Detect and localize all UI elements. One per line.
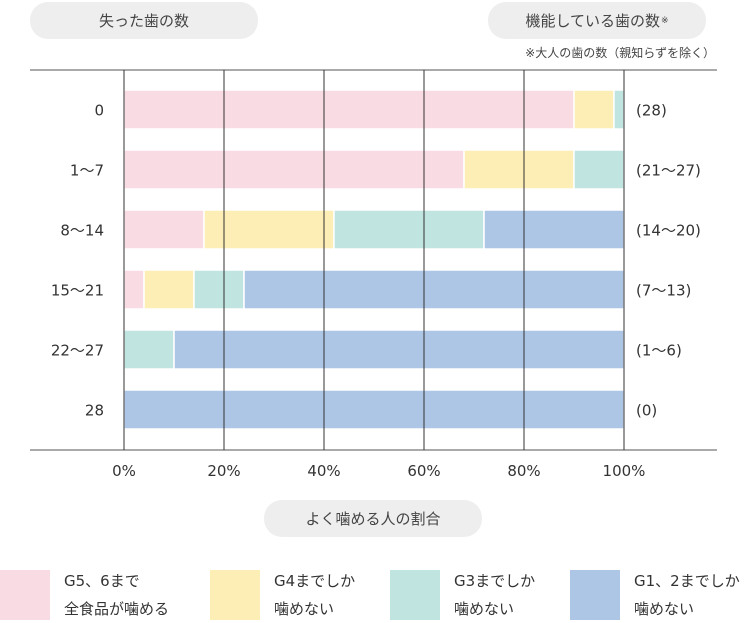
functional-count-label-1: (21〜27)	[636, 162, 701, 180]
bar-segment-3-3	[243, 269, 625, 310]
bar-segment-1-0	[123, 149, 465, 190]
legend-swatch-g4	[210, 570, 260, 620]
legend-text-g1-2: G1、2までしか 噛めない	[634, 567, 740, 620]
bar-segment-2-0	[123, 209, 205, 250]
legend-line2: 噛めない	[454, 600, 515, 618]
category-label-2: 8〜14	[60, 222, 104, 240]
legend-line1: G4までしか	[274, 572, 356, 590]
functional-count-label-3: (7〜13)	[636, 282, 691, 300]
x-axis-title-label: よく噛める人の割合	[305, 510, 441, 528]
functional-count-label-5: (0)	[636, 402, 657, 420]
bar-segment-2-2	[333, 209, 485, 250]
legend-line2: 全食品が噛める	[64, 600, 170, 618]
functional-count-label-4: (1〜6)	[636, 342, 682, 360]
legend-line1: G5、6まで	[64, 572, 140, 590]
functional-teeth-header: 機能している歯の数 ※	[488, 2, 706, 39]
legend-line1: G3までしか	[454, 572, 536, 590]
category-label-1: 1〜7	[70, 162, 104, 180]
category-label-5: 28	[85, 402, 104, 420]
adult-teeth-note: ※大人の歯の数（親知らずを除く）	[525, 46, 715, 60]
stacked-bar-chart: 0 (28) 1〜7 (21〜27) 8〜14 (14〜20) 15〜21 (7〜13) 22〜…	[30, 69, 717, 480]
bar-segment-2-1	[203, 209, 335, 250]
bar-segment-3-1	[143, 269, 195, 310]
legend-item-g4: G4までしか 噛めない	[210, 570, 355, 620]
x-tick-label-2: 40%	[307, 462, 340, 480]
x-tick-label-1: 20%	[207, 462, 240, 480]
bar-segment-3-2	[193, 269, 245, 310]
bar-segment-0-1	[573, 89, 615, 130]
note-mark: ※	[661, 15, 669, 26]
functional-count-label-0: (28)	[636, 102, 667, 120]
legend-text-g4: G4までしか 噛めない	[274, 567, 355, 620]
category-label-3: 15〜21	[51, 282, 104, 300]
legend-item-g5-6: G5、6まで 全食品が噛める	[0, 570, 169, 620]
x-tick-label-5: 100%	[603, 462, 646, 480]
legend-item-g1-2: G1、2までしか 噛めない	[570, 570, 740, 620]
bar-segment-1-2	[573, 149, 625, 190]
x-tick-label-0: 0%	[112, 462, 136, 480]
functional-teeth-header-label: 機能している歯の数	[525, 12, 660, 30]
bar-segment-1-1	[463, 149, 575, 190]
lost-teeth-header-label: 失った歯の数	[98, 12, 189, 30]
category-label-0: 0	[94, 102, 104, 120]
legend-swatch-g1-2	[570, 570, 620, 620]
bar-segment-0-0	[123, 89, 575, 130]
legend-item-g3: G3までしか 噛めない	[390, 570, 535, 620]
lost-teeth-header: 失った歯の数	[30, 2, 258, 39]
bar-segment-4-2	[123, 329, 175, 370]
bar-segment-4-3	[173, 329, 625, 370]
bar-segment-2-3	[483, 209, 625, 250]
legend-line2: 噛めない	[274, 600, 335, 618]
legend-line2: 噛めない	[634, 600, 695, 618]
functional-count-label-2: (14〜20)	[636, 222, 701, 240]
legend-swatch-g3	[390, 570, 440, 620]
x-axis-title: よく噛める人の割合	[264, 500, 482, 537]
bar-segment-3-0	[123, 269, 145, 310]
legend-swatch-g5-6	[0, 570, 50, 620]
bar-segment-0-2	[613, 89, 625, 130]
x-tick-label-4: 80%	[507, 462, 540, 480]
bar-segment-5-3	[123, 389, 625, 430]
x-tick-label-3: 60%	[407, 462, 440, 480]
legend-text-g5-6: G5、6まで 全食品が噛める	[64, 567, 169, 620]
legend-line1: G1、2までしか	[634, 572, 740, 590]
legend-text-g3: G3までしか 噛めない	[454, 567, 535, 620]
category-label-4: 22〜27	[51, 342, 104, 360]
